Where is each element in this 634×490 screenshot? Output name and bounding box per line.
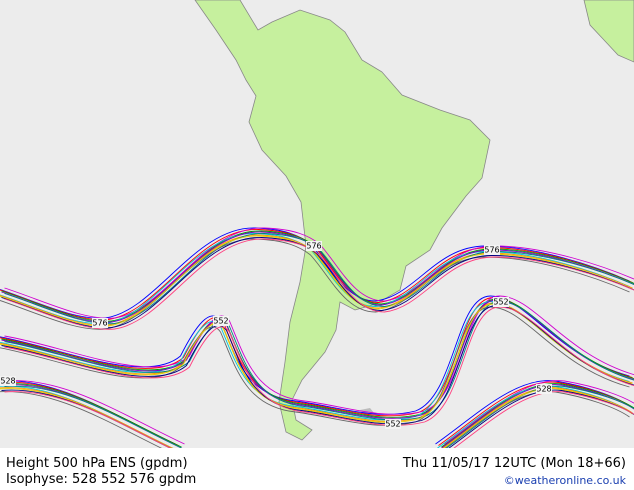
contour-line — [4, 238, 634, 330]
contour-line — [1, 237, 634, 329]
label-bg — [484, 245, 500, 255]
contour-line — [1, 383, 182, 448]
contour-line — [0, 306, 630, 426]
credit: ©weatheronline.co.uk — [503, 474, 626, 487]
contour-line — [0, 391, 176, 456]
contour-label: 576 — [306, 242, 321, 251]
contour-line — [0, 387, 179, 452]
contour-label: 528 — [536, 385, 551, 394]
contour-label: 552 — [493, 298, 508, 307]
contour-labels: 576 576 576 552 552 552 528 528 — [0, 241, 552, 429]
south-america — [194, 0, 491, 441]
contour-line — [441, 383, 634, 448]
africa — [583, 0, 634, 63]
contour-label: 576 — [92, 319, 107, 328]
contour-line — [4, 380, 185, 445]
contour-label: 552 — [213, 317, 228, 326]
label-bg — [92, 318, 108, 328]
map: 576 576 576 552 552 552 528 528 — [0, 0, 634, 456]
contour-line — [444, 380, 634, 445]
datetime: Thu 11/05/17 12UTC (Mon 18+66) — [402, 456, 626, 471]
contour-line — [4, 391, 185, 456]
contour-line — [4, 385, 185, 450]
contour-line — [444, 385, 634, 450]
title: Height 500 hPa ENS (gpdm) — [6, 456, 188, 471]
contour-line — [4, 306, 634, 426]
contour-line — [4, 295, 634, 415]
isophyse: Isophyse: 528 552 576 gpdm — [6, 472, 197, 487]
contour-label: 576 — [484, 246, 499, 255]
label-bg — [306, 241, 322, 251]
contour-label: 552 — [385, 420, 400, 429]
label-bg — [213, 316, 229, 326]
label-bg — [385, 419, 401, 429]
contour-line — [444, 391, 634, 456]
label-bg — [493, 297, 509, 307]
contour-label: 528 — [0, 377, 15, 386]
label-bg — [536, 384, 552, 394]
contour-line — [0, 295, 630, 415]
label-bg — [0, 376, 16, 386]
